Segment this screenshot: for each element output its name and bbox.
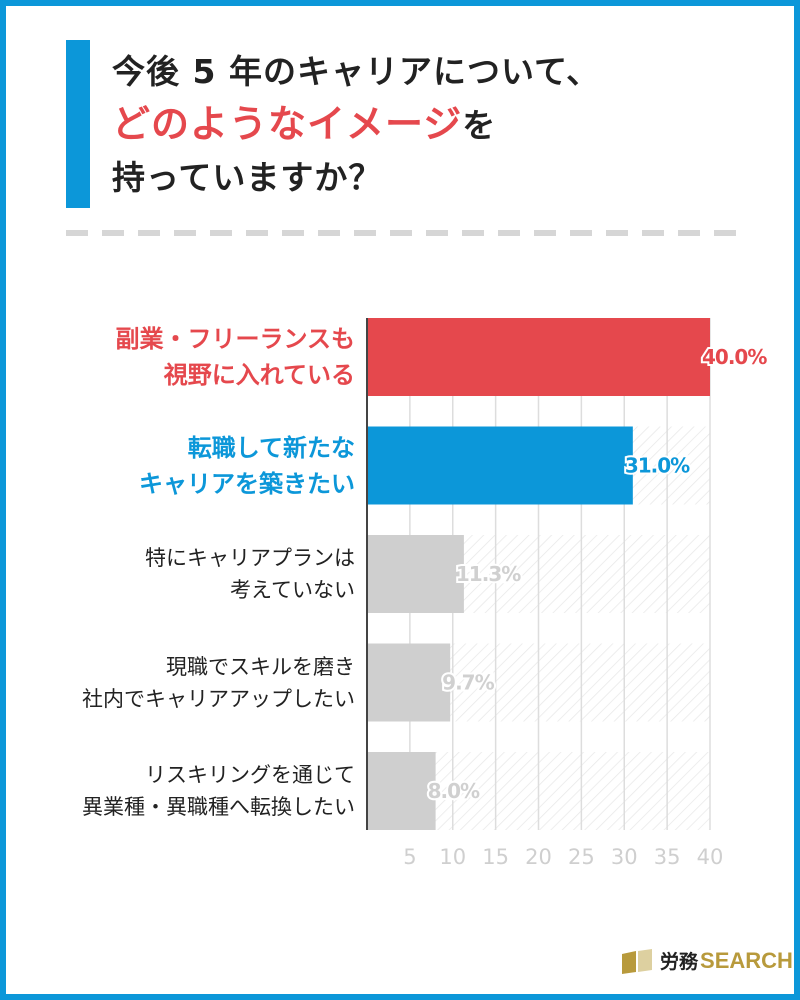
category-label-line: 視野に入れている: [163, 361, 355, 389]
logo-name: SEARCH: [700, 947, 793, 973]
bar: [367, 426, 633, 505]
category-label-line: キャリアを築きたい: [139, 469, 355, 498]
x-tick-label: 25: [568, 845, 595, 869]
title-line-2-rest: を: [462, 106, 497, 145]
x-tick-label: 20: [525, 845, 552, 869]
category-label-line: 転職して新たな: [187, 433, 355, 462]
logo-title: 労務: [660, 951, 699, 973]
bar: [367, 643, 451, 722]
dashed-divider: [66, 230, 736, 236]
bar: [367, 752, 436, 830]
x-tick-label: 10: [439, 845, 466, 869]
category-label: 副業・フリーランスも視野に入れている: [115, 321, 355, 393]
x-tick-label: 30: [611, 845, 638, 869]
title-highlight: どのようなイメージ: [112, 102, 463, 146]
title-line-3: 持っていますか？: [112, 158, 383, 197]
category-label-line: 現職でスキルを磨き: [166, 654, 355, 679]
category-label-line: 社内でキャリアアップしたい: [82, 686, 355, 711]
category-label-line: 特にキャリアプランは: [145, 546, 355, 570]
value-label: 8.0%: [428, 779, 480, 803]
value-label: 11.3%: [456, 562, 521, 586]
value-label: 40.0%: [702, 345, 767, 369]
category-label-line: 副業・フリーランスも: [115, 325, 355, 353]
category-label-line: 考えていない: [230, 578, 355, 602]
x-tick-label: 40: [697, 845, 724, 869]
x-tick-label: 5: [403, 845, 416, 869]
x-tick-label: 15: [482, 845, 509, 869]
category-label-line: 異業種・異職種へ転換したい: [82, 795, 355, 819]
x-tick-label: 35: [654, 845, 681, 869]
title-line-1: 今後 5 年のキャリアについて、: [112, 52, 601, 91]
category-label: 特にキャリアプランは考えていない: [145, 542, 355, 606]
bar: [367, 318, 710, 396]
page-title: 今後 5 年のキャリアについて、 どのようなイメージを 持っていますか？: [112, 46, 600, 204]
title-accent-bar: [66, 40, 90, 208]
category-label: 転職して新たなキャリアを築きたい: [139, 430, 355, 502]
logo: 労務 SEARCH: [620, 947, 793, 974]
value-label: 9.7%: [442, 671, 494, 695]
value-label: 31.0%: [625, 454, 690, 478]
bar: [367, 535, 464, 613]
category-label: 現職でスキルを磨き社内でキャリアアップしたい: [82, 651, 355, 715]
category-label-line: リスキリングを通じて: [145, 763, 355, 787]
category-label: リスキリングを通じて異業種・異職種へ転換したい: [82, 759, 355, 823]
book-logo-icon: [622, 948, 652, 974]
